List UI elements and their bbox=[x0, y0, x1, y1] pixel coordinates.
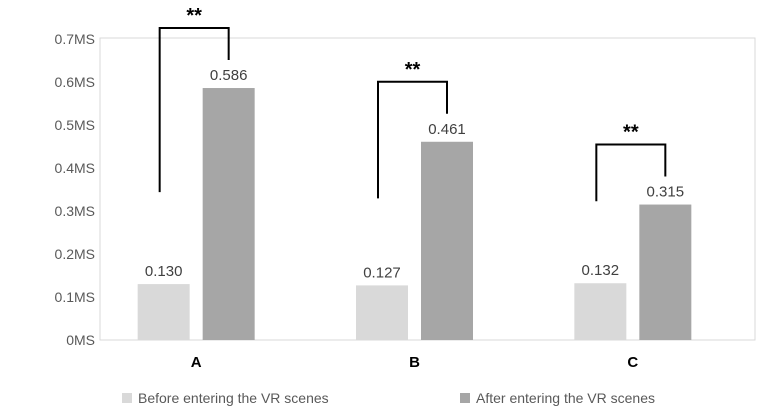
legend: Before entering the VR scenes After enter… bbox=[122, 390, 655, 406]
y-tick-label: 0.2MS bbox=[55, 246, 95, 262]
bar-A-series-1 bbox=[137, 284, 190, 340]
y-tick-label: 0.6MS bbox=[55, 74, 95, 90]
x-category-label: A bbox=[191, 354, 202, 371]
data-label: 0.127 bbox=[363, 264, 401, 281]
legend-swatch bbox=[460, 393, 470, 403]
data-label: 0.586 bbox=[210, 67, 248, 84]
legend-label: Before entering the VR scenes bbox=[138, 390, 329, 406]
significance-label: ** bbox=[623, 122, 639, 144]
y-tick-label: 0.3MS bbox=[55, 203, 95, 219]
bar-B-series-2 bbox=[421, 141, 473, 340]
y-tick-label: 0.4MS bbox=[55, 160, 95, 176]
y-axis-ticks: 0MS 0.1MS 0.2MS 0.3MS 0.4MS 0.5MS 0.6MS 0.7MS bbox=[55, 31, 95, 348]
x-axis-categories: A B C bbox=[191, 354, 639, 371]
y-tick-label: 0.7MS bbox=[55, 31, 95, 47]
y-tick-label: 0MS bbox=[66, 332, 95, 348]
significance-label: ** bbox=[186, 5, 202, 27]
y-tick-label: 0.5MS bbox=[55, 117, 95, 133]
bar-C-series-2 bbox=[639, 204, 692, 340]
y-tick-label: 0.1MS bbox=[55, 289, 95, 305]
significance-brackets: ** ** ** bbox=[158, 5, 667, 202]
significance-bracket bbox=[158, 27, 230, 193]
bars bbox=[137, 88, 692, 341]
bar-A-series-2 bbox=[202, 88, 255, 341]
significance-bracket bbox=[595, 143, 667, 202]
data-label: 0.132 bbox=[582, 262, 620, 279]
data-label: 0.461 bbox=[428, 121, 466, 138]
data-label: 0.130 bbox=[145, 263, 183, 280]
x-category-label: C bbox=[627, 354, 638, 371]
x-category-label: B bbox=[409, 354, 420, 371]
data-labels: 0.130 0.586 0.127 0.461 0.132 0.315 bbox=[145, 67, 684, 281]
legend-swatch bbox=[122, 393, 132, 403]
data-label: 0.315 bbox=[647, 184, 685, 201]
significance-label: ** bbox=[405, 59, 421, 81]
legend-label: After entering the VR scenes bbox=[476, 390, 655, 406]
bar-C-series-1 bbox=[574, 283, 627, 340]
significance-bracket bbox=[377, 80, 448, 199]
bar-B-series-1 bbox=[356, 285, 408, 340]
